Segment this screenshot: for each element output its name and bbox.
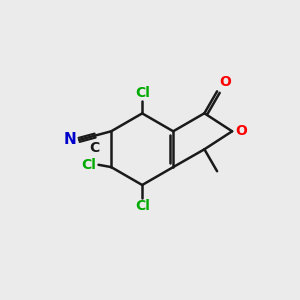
Text: Cl: Cl: [135, 85, 150, 100]
Text: Cl: Cl: [81, 158, 96, 172]
Text: O: O: [219, 75, 231, 89]
Text: Cl: Cl: [135, 199, 150, 213]
Text: C: C: [89, 141, 100, 155]
Text: O: O: [236, 124, 247, 138]
Text: N: N: [64, 132, 76, 147]
